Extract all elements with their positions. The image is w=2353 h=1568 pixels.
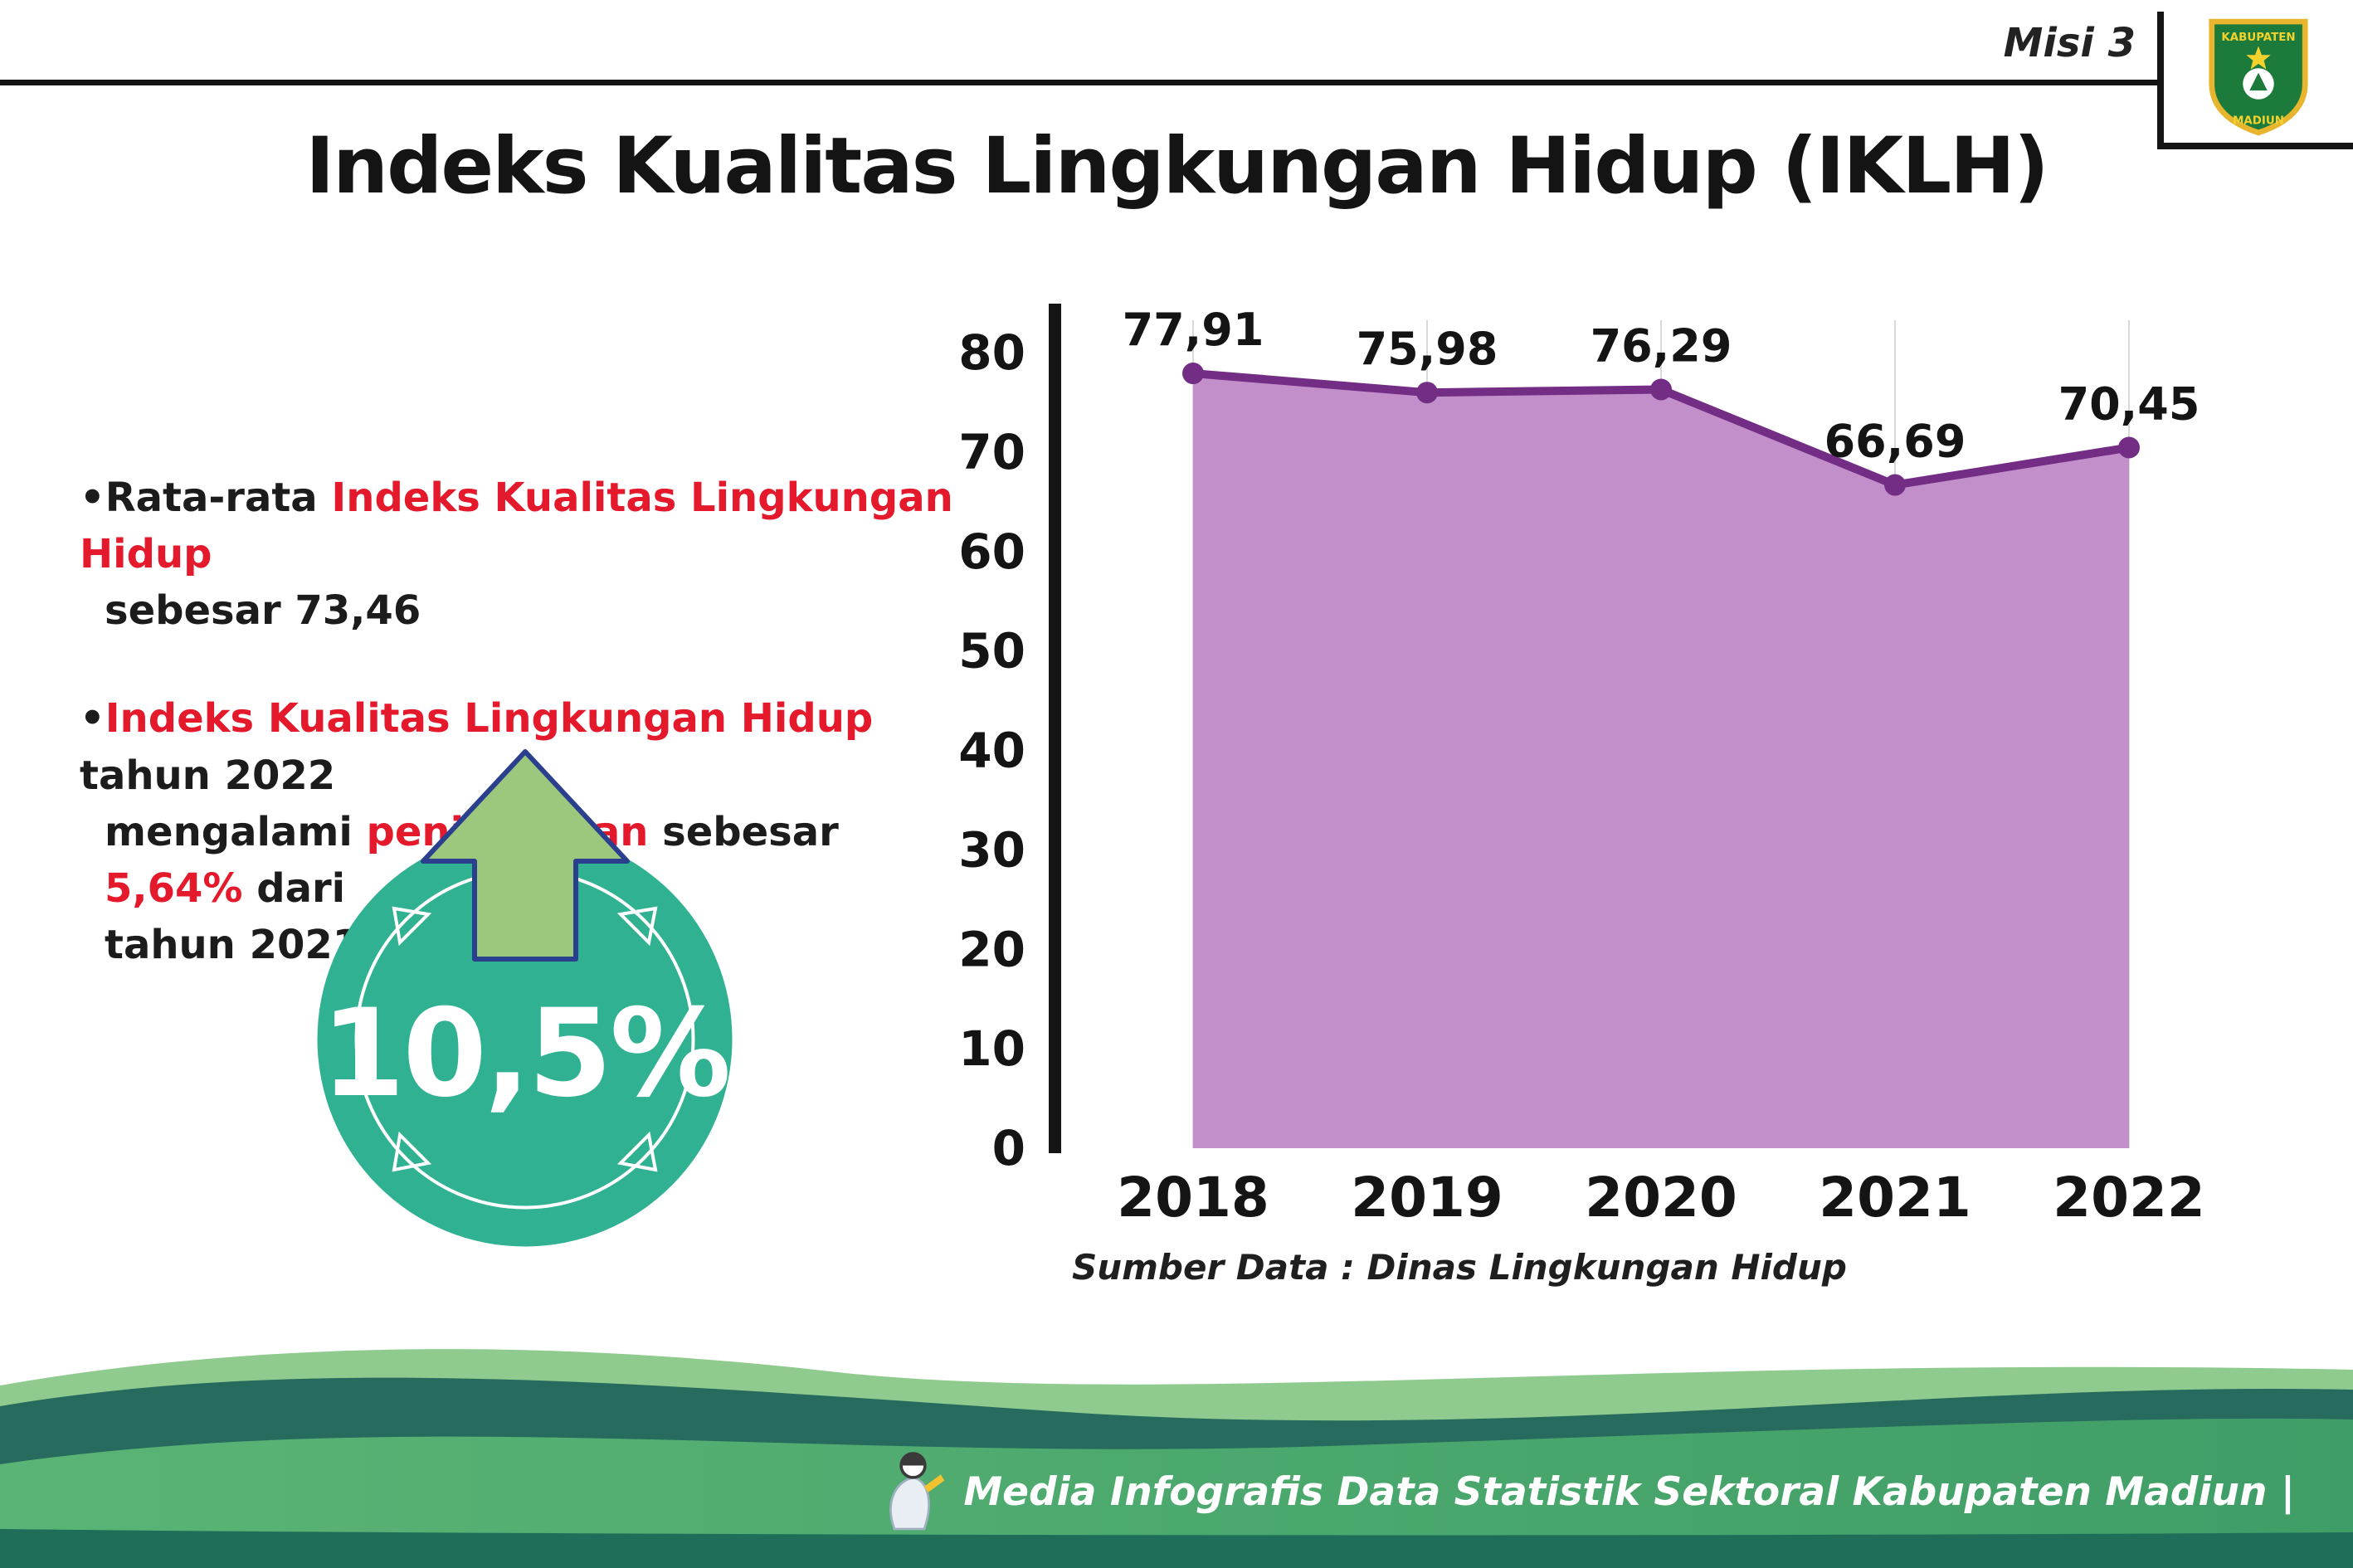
bullet-marker: • bbox=[80, 695, 105, 743]
crest-icon: KABUPATEN MADIUN bbox=[2209, 18, 2308, 136]
point-label: 70,45 bbox=[2058, 377, 2200, 430]
ring-tick-ne bbox=[616, 906, 658, 947]
up-arrow-icon bbox=[421, 749, 630, 962]
bullet-marker: • bbox=[80, 475, 105, 521]
data-source-label: Sumber Data : Dinas Lingkungan Hidup bbox=[1072, 1247, 1847, 1288]
text-segment: dari bbox=[242, 864, 346, 912]
y-tick-label: 70 bbox=[958, 424, 1025, 480]
iklh-chart-svg: 77,91 75,98 76,29 66,69 70,45 0 10 20 30 40 50 60 70… bbox=[958, 304, 2205, 1230]
y-tick-label: 10 bbox=[958, 1020, 1025, 1077]
text-segment: tahun 2021 bbox=[105, 922, 361, 969]
tree-icon bbox=[2249, 72, 2268, 91]
y-tick-label: 80 bbox=[958, 324, 1025, 381]
wave-bottom-strip bbox=[0, 1529, 2353, 1568]
footer-bar: Media Infografis Data Statistik Sektoral… bbox=[872, 1450, 2295, 1533]
y-tick-label: 30 bbox=[958, 821, 1025, 878]
text-segment: 5,64% bbox=[105, 864, 243, 912]
mascot-icon bbox=[889, 1452, 945, 1531]
up-arrow-shape bbox=[421, 749, 630, 962]
crest-top-text: KABUPATEN bbox=[2221, 32, 2295, 44]
data-point bbox=[1182, 363, 1204, 385]
point-label: 77,91 bbox=[1123, 304, 1264, 356]
text-segment: Rata-rata bbox=[105, 475, 332, 521]
x-axis-label: 2020 bbox=[1585, 1166, 1737, 1230]
kabupaten-madiun-logo: KABUPATEN MADIUN bbox=[2157, 12, 2353, 149]
ring-tick-se bbox=[616, 1131, 658, 1172]
text-segment: mengalami bbox=[105, 808, 367, 855]
x-axis-label: 2018 bbox=[1117, 1166, 1269, 1230]
text-segment: Indeks Kualitas Lingkungan Hidup bbox=[80, 475, 953, 578]
point-label: 76,29 bbox=[1591, 319, 1732, 372]
text-segment: Indeks Kualitas Lingkungan Hidup bbox=[105, 695, 874, 743]
footer-caption: Media Infografis Data Statistik Sektoral… bbox=[963, 1468, 2295, 1515]
bullet-line: sebesar 73,46 bbox=[80, 582, 984, 639]
data-point bbox=[1884, 474, 1906, 496]
increase-badge: 10,5% bbox=[315, 830, 734, 1249]
text-segment: tahun 2022 bbox=[80, 752, 336, 799]
wave-main-green bbox=[0, 1418, 2353, 1568]
bullet-line: •Indeks Kualitas Lingkungan Hidup tahun … bbox=[80, 690, 984, 803]
bullet-line: tahun 2021 bbox=[80, 917, 984, 973]
x-axis-label: 2022 bbox=[2053, 1166, 2205, 1230]
misi-label: Misi 3 bbox=[2003, 20, 2136, 66]
badge-circle bbox=[317, 831, 733, 1247]
data-point bbox=[2118, 436, 2140, 459]
area-fill bbox=[1193, 373, 2129, 1148]
footer-wave-decoration bbox=[0, 1349, 2353, 1568]
point-label: 75,98 bbox=[1357, 323, 1498, 375]
mascot-pencil bbox=[924, 1474, 945, 1493]
y-tick-label: 60 bbox=[958, 523, 1025, 580]
point-label: 66,69 bbox=[1824, 416, 1966, 468]
mascot-hair bbox=[903, 1454, 924, 1466]
bullet-line: •Rata-rata Indeks Kualitas Lingkungan Hi… bbox=[80, 470, 984, 582]
text-segment: sebesar bbox=[648, 808, 839, 855]
header-rule bbox=[0, 80, 2157, 85]
data-point bbox=[1416, 382, 1438, 404]
x-axis-label: 2021 bbox=[1819, 1166, 1971, 1230]
page-title: Indeks Kualitas Lingkungan Hidup (IKLH) bbox=[305, 121, 2049, 212]
y-tick-label: 0 bbox=[992, 1120, 1025, 1176]
y-tick-label: 20 bbox=[958, 921, 1025, 977]
badge-value: 10,5% bbox=[320, 982, 732, 1124]
y-axis bbox=[1049, 304, 1061, 1153]
text-segment: sebesar 73,46 bbox=[105, 587, 421, 635]
x-axis-label: 2019 bbox=[1351, 1166, 1503, 1230]
data-point bbox=[1650, 378, 1672, 401]
ring-tick-sw bbox=[392, 1131, 432, 1172]
mascot-body bbox=[889, 1476, 931, 1531]
crest-bottom-text: MADIUN bbox=[2233, 114, 2284, 127]
bullet-item: •Rata-rata Indeks Kualitas Lingkungan Hi… bbox=[80, 470, 984, 639]
y-tick-label: 40 bbox=[958, 723, 1025, 779]
ring-tick-nw bbox=[392, 906, 432, 947]
y-tick-label: 50 bbox=[958, 623, 1025, 679]
star-icon bbox=[2246, 46, 2271, 70]
